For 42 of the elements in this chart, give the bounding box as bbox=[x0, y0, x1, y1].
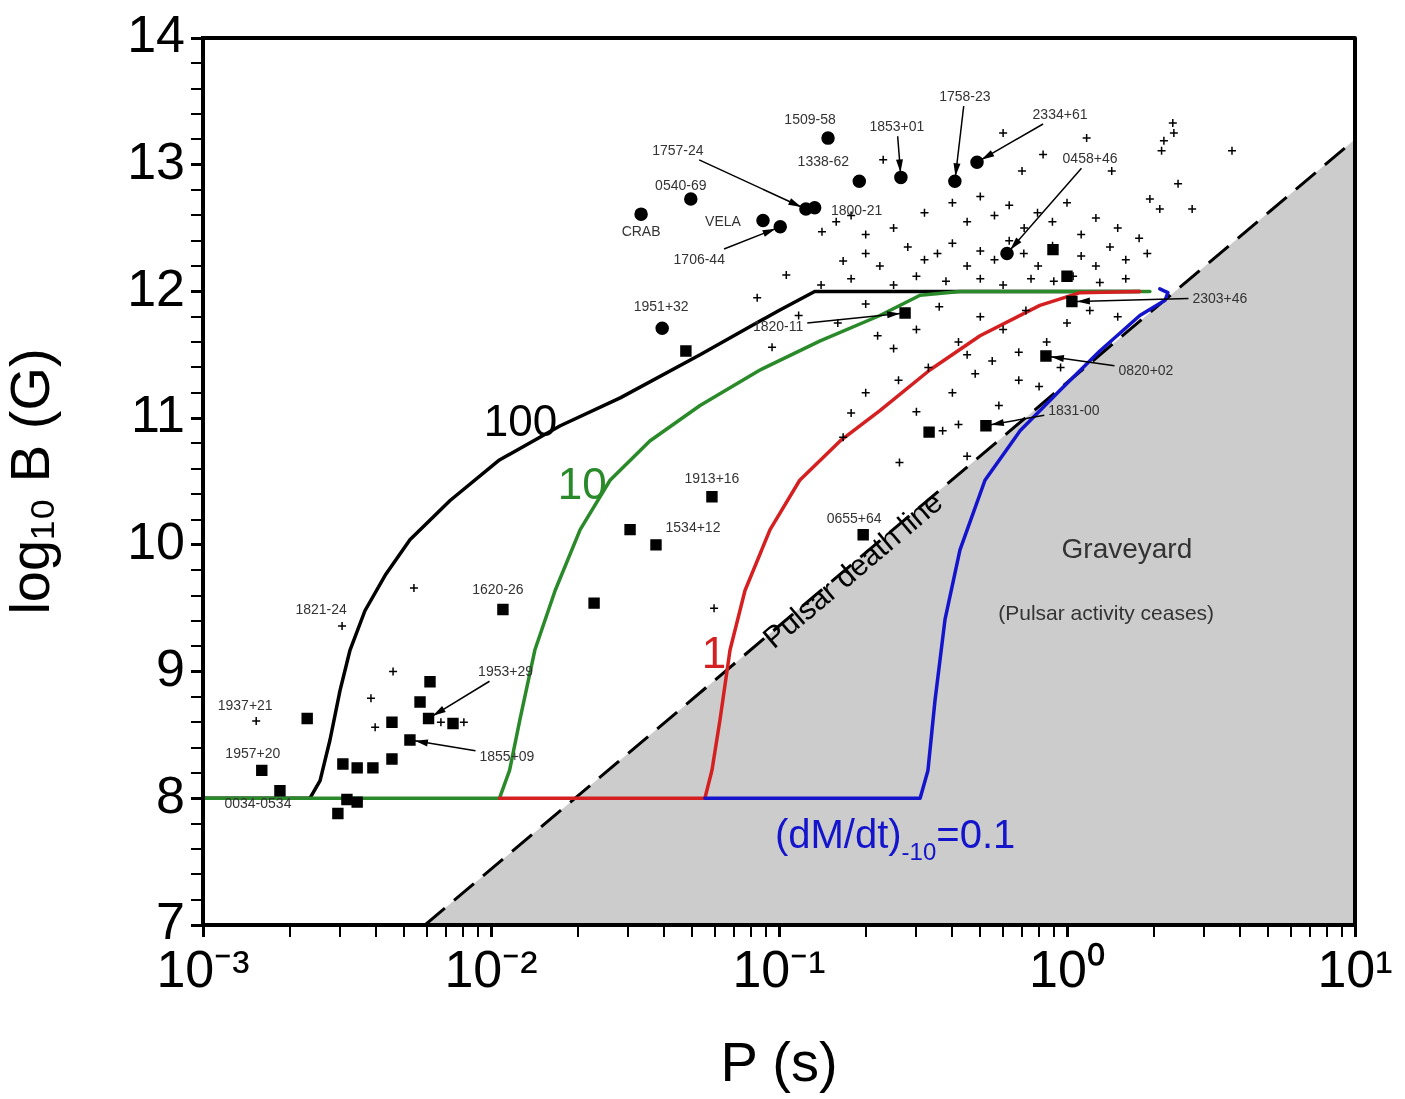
annotation: 1951+32 bbox=[633, 298, 689, 315]
y-tick-label: 12 bbox=[127, 258, 185, 317]
annotation: 1853+01 bbox=[869, 118, 925, 135]
series-label: 100 bbox=[483, 395, 558, 445]
annotation: 0458+46 bbox=[1062, 150, 1118, 167]
x-tick-label: 10¹ bbox=[1317, 939, 1393, 998]
annotation: 1758-23 bbox=[939, 88, 991, 105]
annotation: 1937+21 bbox=[217, 697, 273, 714]
annotation: 1831-00 bbox=[1048, 401, 1100, 418]
annotation: 1706-44 bbox=[673, 250, 726, 267]
annotation: 0655+64 bbox=[826, 509, 882, 526]
annotation: 1821-24 bbox=[295, 600, 347, 617]
annotation: 1620-26 bbox=[472, 580, 524, 597]
annotation: 1913+16 bbox=[684, 469, 740, 486]
annotation: 1509-58 bbox=[784, 111, 836, 128]
annotation: 2334+61 bbox=[1032, 106, 1088, 123]
annotation: 0540-69 bbox=[655, 176, 707, 193]
annotation: 1820-11 bbox=[752, 318, 804, 335]
annotation: VELA bbox=[705, 212, 742, 229]
x-tick-label: 10⁻¹ bbox=[732, 939, 826, 998]
x-tick-label: 10⁻² bbox=[444, 939, 538, 998]
annotation: Graveyard bbox=[1061, 533, 1193, 565]
y-tick-label: 9 bbox=[156, 638, 185, 697]
y-tick-label: 13 bbox=[127, 132, 185, 191]
annotation: 1800-21 bbox=[830, 201, 883, 218]
annotation: CRAB bbox=[621, 223, 661, 240]
x-tick-label: 10⁰ bbox=[1029, 939, 1105, 998]
annotation: 1957+20 bbox=[225, 745, 281, 762]
annotation: 2303+46 bbox=[1192, 289, 1248, 306]
annotation: 1534+12 bbox=[665, 518, 721, 535]
y-tick-label: 14 bbox=[127, 5, 185, 64]
y-tick-label: 10 bbox=[127, 512, 185, 571]
annotation: 1757-24 bbox=[652, 142, 704, 159]
y-tick-label: 11 bbox=[131, 385, 185, 444]
x-axis-title: P (s) bbox=[720, 1029, 838, 1093]
annotation: 0820+02 bbox=[1118, 362, 1174, 379]
annotation: (Pulsar activity ceases) bbox=[998, 601, 1215, 625]
y-tick-label: 8 bbox=[156, 765, 185, 824]
series-label: 10 bbox=[557, 459, 607, 509]
series-label: 1 bbox=[701, 627, 727, 677]
annotation: 1338-62 bbox=[797, 153, 850, 170]
y-axis-title: log₁₀ B (G) bbox=[0, 348, 62, 615]
